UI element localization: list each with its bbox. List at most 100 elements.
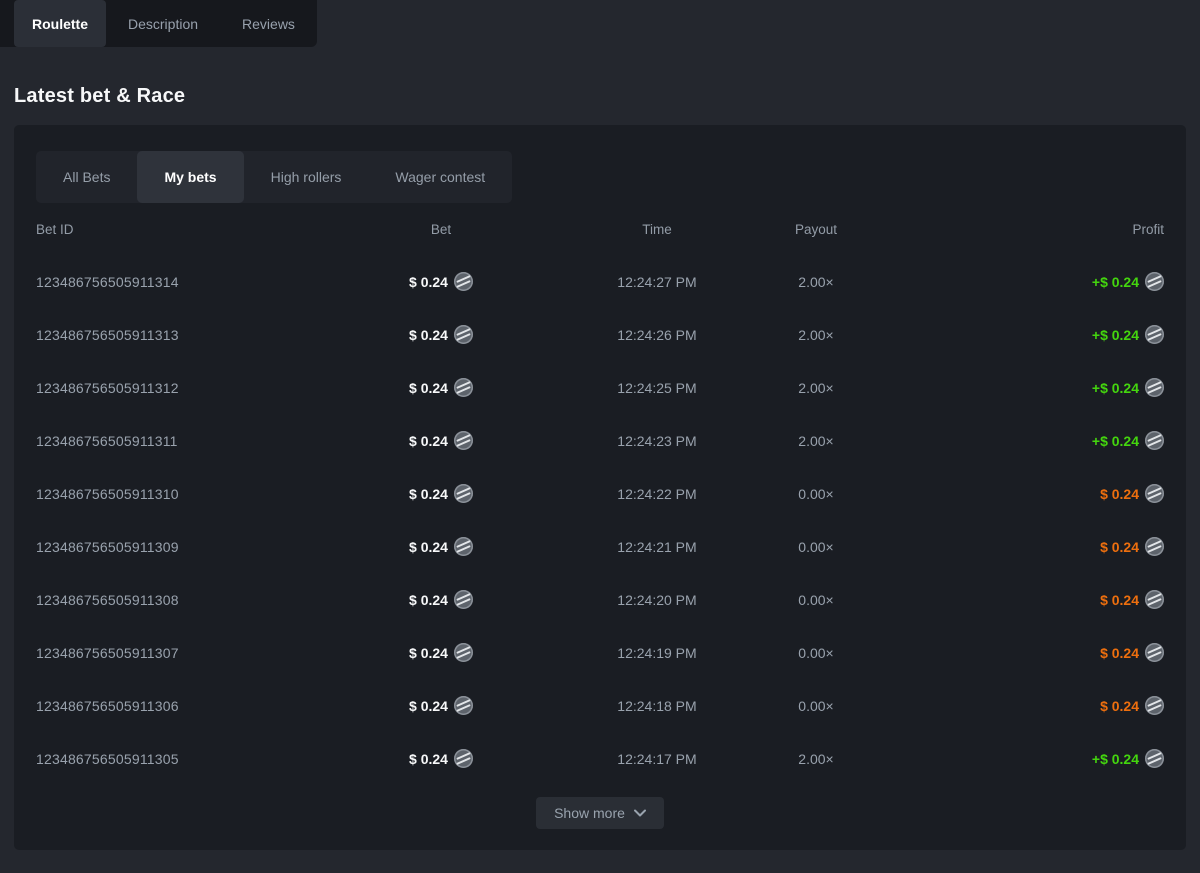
header-payout: Payout xyxy=(794,221,838,237)
latest-bets-panel: All Bets My bets High rollers Wager cont… xyxy=(14,125,1186,850)
coin-icon xyxy=(1145,378,1164,397)
time-cell: 12:24:21 PM xyxy=(617,538,697,555)
tab-roulette[interactable]: Roulette xyxy=(14,0,106,47)
payout-cell: 0.00× xyxy=(798,485,834,502)
table-row[interactable]: 123486756505911313 $ 0.24 12:24:26 PM 2.… xyxy=(36,308,1164,361)
bet-amount: $ 0.24 xyxy=(409,697,448,714)
bet-id-cell: 123486756505911314 xyxy=(36,273,179,290)
profit-cell: +$ 0.24 xyxy=(900,378,1164,397)
payout-cell: 2.00× xyxy=(798,432,834,449)
show-more-button[interactable]: Show more xyxy=(536,797,664,829)
table-row[interactable]: 123486756505911308 $ 0.24 12:24:20 PM 0.… xyxy=(36,573,1164,626)
tab-my-bets[interactable]: My bets xyxy=(137,151,244,203)
profit-amount: +$ 0.24 xyxy=(1091,326,1139,343)
bet-amount: $ 0.24 xyxy=(409,273,448,290)
game-tab-bar: Roulette Description Reviews xyxy=(0,0,317,47)
payout-cell: 0.00× xyxy=(798,538,834,555)
tab-reviews[interactable]: Reviews xyxy=(242,15,295,32)
coin-icon xyxy=(1145,643,1164,662)
payout-cell: 0.00× xyxy=(798,644,834,661)
profit-amount: $ 0.24 xyxy=(1100,485,1139,502)
payout-cell: 0.00× xyxy=(798,591,834,608)
tab-high-rollers[interactable]: High rollers xyxy=(270,169,342,185)
table-row[interactable]: 123486756505911307 $ 0.24 12:24:19 PM 0.… xyxy=(36,626,1164,679)
time-cell: 12:24:20 PM xyxy=(617,591,697,608)
profit-amount: $ 0.24 xyxy=(1100,591,1139,608)
coin-icon xyxy=(1145,431,1164,450)
bet-id-cell: 123486756505911310 xyxy=(36,485,179,502)
coin-icon xyxy=(453,431,473,450)
bet-amount-cell: $ 0.24 xyxy=(300,643,582,662)
table-row[interactable]: 123486756505911309 $ 0.24 12:24:21 PM 0.… xyxy=(36,520,1164,573)
bet-id-cell: 123486756505911306 xyxy=(36,697,179,714)
bet-amount: $ 0.24 xyxy=(409,485,448,502)
bet-amount-cell: $ 0.24 xyxy=(300,272,582,291)
tab-description[interactable]: Description xyxy=(128,15,199,32)
profit-amount: +$ 0.24 xyxy=(1091,273,1139,290)
bet-amount: $ 0.24 xyxy=(409,750,448,767)
table-row[interactable]: 123486756505911312 $ 0.24 12:24:25 PM 2.… xyxy=(36,361,1164,414)
payout-cell: 2.00× xyxy=(798,379,834,396)
coin-icon xyxy=(453,537,473,556)
coin-icon xyxy=(453,272,473,291)
coin-icon xyxy=(1145,484,1164,503)
time-cell: 12:24:26 PM xyxy=(617,326,697,343)
profit-amount: +$ 0.24 xyxy=(1091,379,1139,396)
table-row[interactable]: 123486756505911311 $ 0.24 12:24:23 PM 2.… xyxy=(36,414,1164,467)
bet-id-cell: 123486756505911313 xyxy=(36,326,179,343)
bet-amount: $ 0.24 xyxy=(409,379,448,396)
bet-id-cell: 123486756505911311 xyxy=(36,432,178,449)
table-row[interactable]: 123486756505911306 $ 0.24 12:24:18 PM 0.… xyxy=(36,679,1164,732)
header-bet-id: Bet ID xyxy=(36,221,74,237)
time-cell: 12:24:27 PM xyxy=(617,273,697,290)
time-cell: 12:24:18 PM xyxy=(617,697,697,714)
bet-amount-cell: $ 0.24 xyxy=(300,431,582,450)
profit-cell: $ 0.24 xyxy=(900,484,1164,503)
coin-icon xyxy=(1145,537,1164,556)
profit-cell: $ 0.24 xyxy=(900,696,1164,715)
bet-amount: $ 0.24 xyxy=(409,326,448,343)
bet-amount-cell: $ 0.24 xyxy=(300,749,582,768)
coin-icon xyxy=(1145,696,1164,715)
profit-cell: +$ 0.24 xyxy=(900,272,1164,291)
profit-amount: +$ 0.24 xyxy=(1091,432,1139,449)
profit-amount: $ 0.24 xyxy=(1100,644,1139,661)
bet-amount: $ 0.24 xyxy=(409,432,448,449)
payout-cell: 2.00× xyxy=(798,750,834,767)
bet-id-cell: 123486756505911309 xyxy=(36,538,179,555)
coin-icon xyxy=(453,378,473,397)
coin-icon xyxy=(1145,272,1164,291)
bet-amount-cell: $ 0.24 xyxy=(300,537,582,556)
table-header-row: Bet ID Bet Time Payout Profit xyxy=(36,203,1164,255)
profit-cell: +$ 0.24 xyxy=(900,325,1164,344)
profit-amount: $ 0.24 xyxy=(1100,538,1139,555)
tab-wager-contest[interactable]: Wager contest xyxy=(395,169,486,185)
profit-cell: $ 0.24 xyxy=(900,643,1164,662)
time-cell: 12:24:17 PM xyxy=(617,750,697,767)
bet-id-cell: 123486756505911312 xyxy=(36,379,179,396)
bet-amount: $ 0.24 xyxy=(409,644,448,661)
profit-amount: $ 0.24 xyxy=(1100,697,1139,714)
table-row[interactable]: 123486756505911310 $ 0.24 12:24:22 PM 0.… xyxy=(36,467,1164,520)
table-row[interactable]: 123486756505911314 $ 0.24 12:24:27 PM 2.… xyxy=(36,255,1164,308)
bet-id-cell: 123486756505911307 xyxy=(36,644,179,661)
header-time: Time xyxy=(642,221,672,237)
header-bet: Bet xyxy=(430,221,452,237)
time-cell: 12:24:23 PM xyxy=(617,432,697,449)
bet-id-cell: 123486756505911305 xyxy=(36,750,179,767)
profit-amount: +$ 0.24 xyxy=(1091,750,1139,767)
bet-amount: $ 0.24 xyxy=(409,538,448,555)
time-cell: 12:24:25 PM xyxy=(617,379,697,396)
bet-id-cell: 123486756505911308 xyxy=(36,591,179,608)
profit-cell: $ 0.24 xyxy=(900,537,1164,556)
coin-icon xyxy=(1145,590,1164,609)
payout-cell: 2.00× xyxy=(798,273,834,290)
coin-icon xyxy=(453,749,473,768)
coin-icon xyxy=(453,696,473,715)
coin-icon xyxy=(453,484,473,503)
profit-cell: +$ 0.24 xyxy=(900,749,1164,768)
table-row[interactable]: 123486756505911305 $ 0.24 12:24:17 PM 2.… xyxy=(36,732,1164,785)
tab-all-bets[interactable]: All Bets xyxy=(63,169,111,185)
time-cell: 12:24:19 PM xyxy=(617,644,697,661)
time-cell: 12:24:22 PM xyxy=(617,485,697,502)
